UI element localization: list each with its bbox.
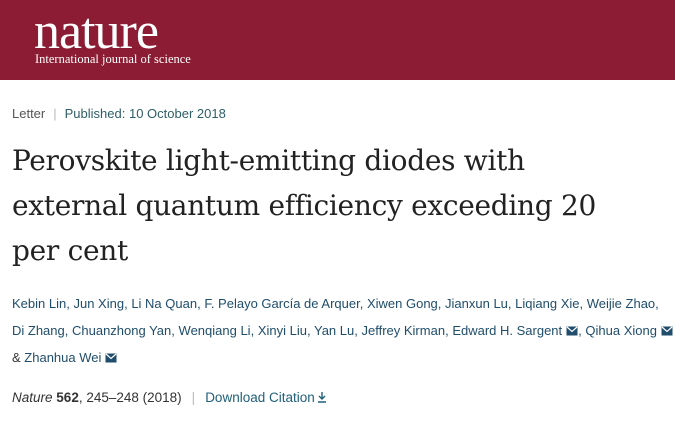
volume: 562 [56, 390, 79, 405]
separator: , [64, 323, 69, 338]
separator: | [191, 390, 196, 405]
title-line: per cent [12, 234, 128, 267]
author-name: Wenqiang Li [178, 323, 251, 338]
author-name: Yan Lu [313, 323, 355, 338]
download-citation[interactable]: Download Citation [205, 390, 327, 405]
separator: , [354, 323, 358, 338]
separator: , [655, 296, 659, 311]
separator: , [250, 323, 255, 338]
author-name: Jeffrey Kirman [361, 323, 446, 338]
author-name: Weijie Zhao [586, 296, 656, 311]
separator: , [66, 296, 70, 311]
citation: Nature 562, 245–248 (2018) | Download Cita… [12, 390, 327, 405]
separator: , [579, 296, 584, 311]
article-type: Letter [12, 106, 46, 121]
separator: , [306, 323, 311, 338]
separator: , [359, 296, 364, 311]
author-name: Zhanhua Wei [24, 350, 102, 365]
separator: , [197, 296, 201, 311]
title-line: Perovskite light-emitting diodes with [12, 144, 525, 177]
author-name: Liqiang Xie [515, 296, 580, 311]
separator: , [124, 296, 128, 311]
separator: , [507, 296, 512, 311]
conjunction: & [12, 350, 21, 365]
separator: , [445, 323, 449, 338]
author-name: Edward H. Sargent [452, 323, 563, 338]
author-name: Di Zhang [12, 323, 65, 338]
site-header: nature International journal of science [0, 0, 675, 80]
email-icon[interactable] [661, 326, 673, 336]
author[interactable]: Di Zhang, [12, 323, 68, 338]
separator: , [578, 323, 582, 338]
published-date: Published: 10 October 2018 [64, 106, 226, 121]
logo[interactable]: nature [34, 3, 159, 60]
author-name: Kebin Lin [12, 296, 67, 311]
email-icon[interactable] [566, 326, 578, 336]
author-name: Xinyi Liu [257, 323, 307, 338]
author[interactable]: Jeffrey Kirman, [361, 323, 448, 338]
author-name: Jun Xing [73, 296, 125, 311]
pages: , 245–248 (2018) [78, 390, 182, 405]
tagline: International journal of science [35, 52, 191, 66]
author[interactable]: Xiwen Gong, [367, 296, 441, 311]
author[interactable]: Kebin Lin, [12, 296, 70, 311]
author[interactable]: Yan Lu, [314, 323, 358, 338]
author[interactable]: Chuanzhong Yan, [72, 323, 175, 338]
author[interactable]: Jun Xing, [73, 296, 127, 311]
author-name: Chuanzhong Yan [72, 323, 172, 338]
author[interactable]: Jianxun Lu, [445, 296, 512, 311]
download-icon [317, 392, 326, 403]
author[interactable]: Liqiang Xie, [515, 296, 583, 311]
author-name: Xiwen Gong [366, 296, 438, 311]
title-line: external quantum efficiency exceeding 20 [12, 189, 597, 222]
author[interactable]: Edward H. Sargent, [452, 323, 581, 338]
separator: , [171, 323, 175, 338]
author[interactable]: Weijie Zhao, [587, 296, 659, 311]
author[interactable]: Li Na Quan, [131, 296, 200, 311]
author[interactable]: F. Pelayo García de Arquer, [204, 296, 363, 311]
author-name: F. Pelayo García de Arquer [204, 296, 360, 311]
download-label: Download Citation [205, 390, 315, 405]
separator: | [53, 106, 57, 121]
author-name: Jianxun Lu [445, 296, 508, 311]
author[interactable]: Wenqiang Li, [179, 323, 255, 338]
author-name: Qihua Xiong [585, 323, 657, 338]
author[interactable]: Qihua Xiong [585, 323, 673, 338]
author-name: Li Na Quan [131, 296, 198, 311]
author[interactable]: Zhanhua Wei [24, 350, 117, 365]
email-icon[interactable] [105, 353, 117, 363]
article-meta: Letter | Published: 10 October 2018 [12, 106, 226, 121]
article-title: Perovskite light-emitting diodes with ext… [12, 138, 596, 273]
author-list: Kebin Lin, Jun Xing, Li Na Quan, F. Pela… [12, 290, 674, 371]
journal: Nature [12, 390, 53, 405]
author[interactable]: Xinyi Liu, [258, 323, 311, 338]
separator: , [437, 296, 442, 311]
